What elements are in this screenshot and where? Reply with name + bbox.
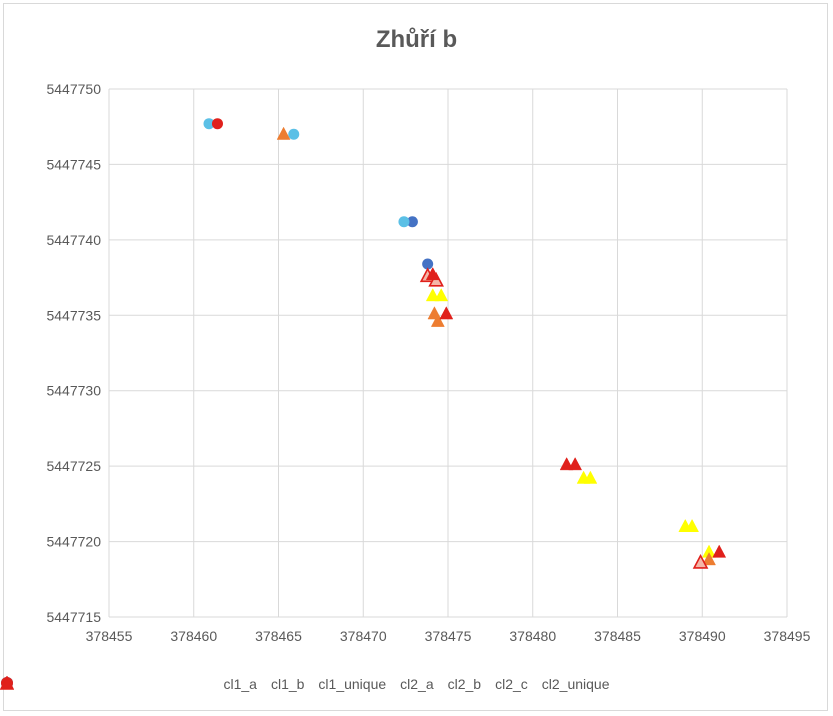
legend-label: cl1_b bbox=[270, 676, 305, 692]
cl1_a-point bbox=[422, 258, 434, 270]
legend-item-cl1_b: cl1_b bbox=[1, 676, 305, 692]
legend-item-cl1_unique: cl1_unique bbox=[1, 676, 387, 692]
cl1_b-point bbox=[203, 118, 215, 130]
y-axis-ticks: 5447715 5447720 5447725 5447730 5447735 54477… bbox=[46, 81, 101, 625]
chart-title: Zhůří b bbox=[375, 26, 458, 53]
legend-label: cl2_unique bbox=[541, 676, 610, 692]
legend-item-cl2_c: cl2_c bbox=[0, 676, 528, 692]
cl2_a-point bbox=[583, 470, 598, 484]
y-tick-label: 5447720 bbox=[46, 534, 101, 550]
cl2_c-point bbox=[692, 553, 709, 569]
cl2_a-point bbox=[434, 288, 449, 302]
chart-frame bbox=[3, 3, 828, 711]
x-tick-label: 378465 bbox=[255, 628, 302, 644]
legend-label: cl1_a bbox=[223, 676, 257, 692]
grid-lines bbox=[108, 88, 788, 618]
cl1_b-point bbox=[288, 128, 300, 140]
triangle-marker-icon bbox=[0, 676, 14, 690]
cl2_b-point bbox=[702, 552, 716, 566]
legend-label: cl2_a bbox=[400, 676, 434, 692]
cl1_a-point bbox=[406, 216, 418, 228]
x-tick-label: 378460 bbox=[170, 628, 217, 644]
cl2_a-point bbox=[425, 288, 440, 302]
y-tick-label: 5447715 bbox=[46, 609, 101, 625]
legend-item-cl1_a: cl1_a bbox=[1, 676, 257, 692]
cl2_unique-point bbox=[712, 544, 727, 558]
legend-label: cl2_c bbox=[495, 676, 528, 692]
x-tick-label: 378470 bbox=[340, 628, 387, 644]
x-tick-label: 378480 bbox=[509, 628, 556, 644]
cl1_unique-point bbox=[211, 118, 223, 130]
y-tick-label: 5447735 bbox=[46, 307, 101, 323]
legend-item-cl2_unique: cl2_unique bbox=[0, 676, 610, 692]
x-tick-label: 378475 bbox=[425, 628, 472, 644]
legend-label: cl2_b bbox=[447, 676, 482, 692]
x-axis-ticks: 378455 378460 378465 378470 378475 378480 3784… bbox=[86, 628, 811, 644]
x-tick-label: 378485 bbox=[594, 628, 641, 644]
x-tick-label: 378455 bbox=[86, 628, 133, 644]
y-tick-label: 5447750 bbox=[46, 81, 101, 97]
cl2_b-point bbox=[430, 313, 445, 327]
cl2_unique-point bbox=[568, 457, 583, 471]
y-tick-label: 5447745 bbox=[46, 156, 101, 172]
x-tick-label: 378490 bbox=[679, 628, 726, 644]
legend-item-cl2_b: cl2_b bbox=[0, 676, 482, 692]
cl1_b-point bbox=[398, 216, 410, 228]
legend-label: cl1_unique bbox=[318, 676, 387, 692]
cl2_unique-point bbox=[425, 266, 440, 281]
cl2_b-point bbox=[276, 126, 291, 140]
data-points bbox=[203, 118, 727, 569]
cl2_unique-point bbox=[439, 306, 454, 320]
y-tick-label: 5447730 bbox=[46, 383, 101, 399]
cl2_unique-point bbox=[559, 457, 574, 471]
x-tick-label: 378495 bbox=[764, 628, 811, 644]
cl2_a-point bbox=[685, 518, 699, 533]
legend-item-cl2_a: cl2_a bbox=[0, 676, 434, 692]
y-tick-label: 5447740 bbox=[46, 232, 101, 248]
legend: cl1_a cl1_b cl1_unique cl2_a cl2_b cl2_c cl2_u… bbox=[0, 676, 833, 692]
y-tick-label: 5447725 bbox=[46, 458, 101, 474]
